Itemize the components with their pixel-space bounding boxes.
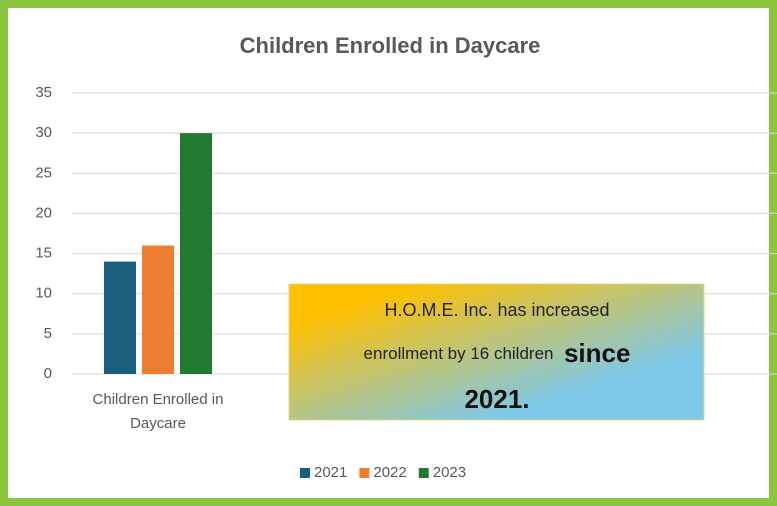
x-tick-label: Children Enrolled in Daycare: [92, 391, 224, 432]
bar: [104, 261, 136, 374]
bar: [180, 133, 212, 374]
legend-swatch: [359, 468, 370, 478]
y-tick-label: 30: [35, 124, 52, 141]
y-tick-label: 0: [44, 365, 52, 382]
annotation-emphasis: since: [564, 338, 631, 368]
legend-swatch: [418, 468, 429, 478]
chart-title: Children Enrolled in Daycare: [240, 33, 541, 58]
annotation-line: H.O.M.E. Inc. has increased: [384, 300, 609, 320]
annotation-line: 2021.: [464, 384, 529, 414]
y-tick-label: 25: [35, 164, 52, 181]
annotation-line: enrollment by 16 children since: [364, 338, 631, 368]
y-tick-label: 10: [35, 285, 52, 302]
annotation-box: [288, 283, 705, 421]
y-tick-label: 20: [35, 204, 52, 221]
legend-label: 2022: [373, 464, 406, 481]
bar: [142, 245, 174, 374]
category-label-box: Children Enrolled in Daycare: [92, 391, 224, 432]
annotation-text: enrollment by 16 children: [364, 344, 554, 363]
y-tick-label: 5: [44, 325, 52, 342]
legend-swatch: [300, 468, 310, 478]
y-tick-label: 15: [35, 245, 52, 262]
legend-label: 2021: [314, 464, 347, 481]
legend-label: 2023: [433, 464, 466, 481]
y-tick-label: 35: [35, 84, 52, 101]
